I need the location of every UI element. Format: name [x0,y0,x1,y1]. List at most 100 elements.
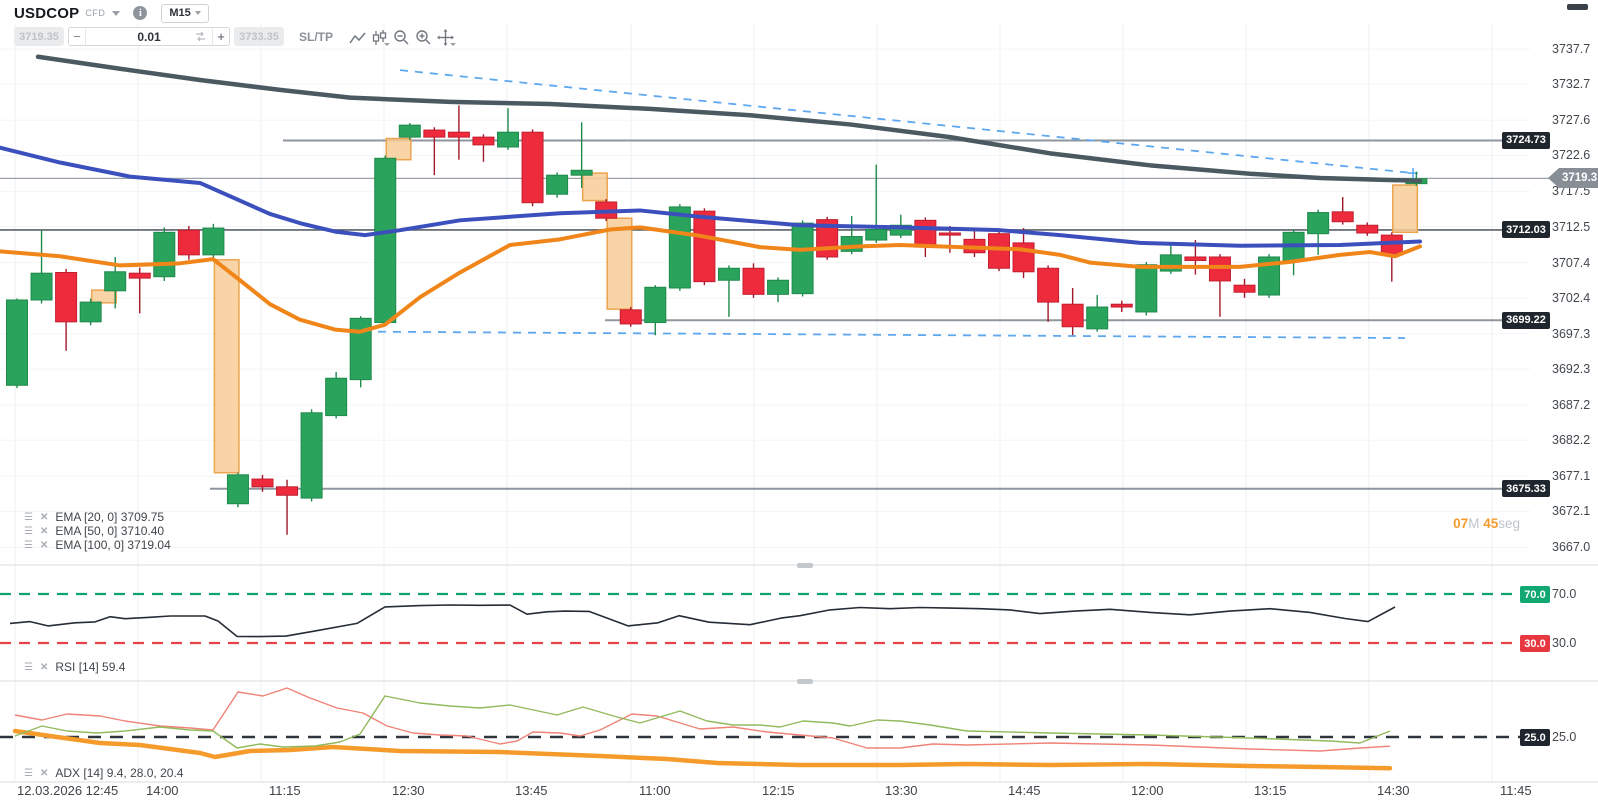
indicator-settings-icon[interactable]: ☰ [24,661,33,673]
pan-crosshair-icon[interactable] [434,28,457,46]
chevron-down-icon[interactable] [112,10,121,16]
price-tick-label: 3702.4 [1552,290,1591,305]
indicator-settings-icon[interactable]: ☰ [24,767,33,779]
indicator-remove-icon[interactable]: ✕ [39,511,49,523]
indicator-settings-icon[interactable]: ☰ [24,511,33,523]
candle-countdown-timer: 07M 45seg [1453,516,1520,531]
candle [1356,224,1379,234]
gap-box [213,259,240,474]
candles [6,105,1428,535]
indicator-legend-ema100: ☰ ✕ EMA [100, 0] 3719.04 [24,538,171,552]
price-tick-label: 3672.1 [1552,504,1591,519]
price-tick-label: 3732.7 [1552,77,1591,92]
current-price-tag: 3719.3 [1548,168,1598,188]
swap-units-icon[interactable] [194,30,207,48]
zoom-out-icon[interactable] [390,28,412,46]
adx-panel [0,687,1546,771]
candle [6,299,28,386]
trendline [377,330,1406,339]
price-tick-label: 3707.4 [1552,255,1591,270]
price-tick-label: 3722.6 [1552,148,1591,163]
candle [938,232,961,236]
indicator-label: EMA [50, 0] 3710.40 [55,524,165,538]
time-tick-label: 14:45 [1008,783,1041,798]
collapse-panel-button[interactable] [1567,4,1588,10]
candle [447,131,470,138]
price-level-tag: 3724.73 [1502,131,1550,149]
indicator-legend-rsi: ☰ ✕ RSI [14] 59.4 [24,660,125,674]
rsi-lower-tag: 30.0 [1520,635,1550,652]
ema20-line [0,225,1422,334]
volume-input[interactable]: 0.01 [86,28,212,45]
candle [251,478,274,488]
candle [570,169,593,176]
indicator-settings-icon[interactable]: ☰ [24,525,33,537]
info-icon[interactable]: i [133,6,148,20]
candle [349,317,372,381]
rsi-upper-tag: 70.0 [1520,586,1550,603]
volume-decrease-button[interactable]: − [69,28,86,45]
buy-button[interactable]: 3733.35 [234,27,284,46]
indicator-legend-adx: ☰ ✕ ADX [14] 9.4, 28.0, 20.4 [24,766,183,780]
time-tick-label: 12:00 [1131,783,1164,798]
candle [79,301,102,323]
timeframe-value: M15 [169,7,191,19]
candle [276,486,299,496]
line-chart-type-icon[interactable] [346,28,368,46]
adx-line [12,728,1393,771]
candle [889,224,912,236]
rsi-upper-axis-label: 70.0 [1552,587,1577,601]
candle [1110,303,1133,308]
price-tick-label: 3687.2 [1552,398,1591,413]
indicator-remove-icon[interactable]: ✕ [39,767,49,779]
indicator-label: EMA [100, 0] 3719.04 [55,538,171,552]
indicator-remove-icon[interactable]: ✕ [39,661,49,673]
time-tick-label: 12.03.2026 12:45 [17,783,119,798]
price-tick-label: 3682.2 [1552,433,1591,448]
volume-value: 0.01 [137,29,161,44]
instrument-toolbar: USDCOP CFD i M15 [14,3,209,23]
candle [128,272,151,279]
minus-di-line [14,687,1391,752]
price-tick-label: 3697.3 [1552,326,1591,341]
time-tick-label: 14:00 [146,783,179,798]
candle [153,231,176,278]
price-tick-label: 3667.0 [1552,540,1591,555]
gap-box [385,137,412,161]
candle [546,174,569,195]
indicator-remove-icon[interactable]: ✕ [39,539,49,551]
candle [619,309,642,325]
candle [177,229,200,256]
panel-separators[interactable] [0,563,1598,783]
indicator-settings-icon[interactable]: ☰ [24,539,33,551]
candle [325,377,348,417]
candle [988,233,1010,269]
candle [472,136,495,146]
zoom-in-icon[interactable] [412,28,434,46]
candle [668,206,691,289]
indicator-label: RSI [14] 59.4 [55,660,126,674]
chart-tools [346,28,457,46]
candle [914,219,937,248]
sltp-button[interactable]: SL/TP [299,29,334,44]
time-tick-label: 13:45 [515,783,548,798]
candle [202,227,225,256]
trendlines[interactable] [377,69,1418,339]
timeframe-select[interactable]: M15 [161,3,209,23]
sell-button[interactable]: 3719.35 [14,27,64,46]
volume-increase-button[interactable]: + [212,28,229,45]
time-tick-label: 13:30 [885,783,918,798]
candle [1184,256,1207,262]
candle [1331,211,1354,223]
indicator-remove-icon[interactable]: ✕ [39,525,49,537]
price-level-tag: 3699.22 [1502,311,1550,329]
candle [644,286,667,324]
adx-threshold-tag: 25.0 [1520,729,1550,746]
time-tick-label: 12:15 [762,783,795,798]
candle [497,131,519,148]
candlestick-chart-type-icon[interactable] [368,28,391,46]
ema50-line [0,145,1422,248]
indicator-label: ADX [14] 9.4, 28.0, 20.4 [55,766,184,780]
